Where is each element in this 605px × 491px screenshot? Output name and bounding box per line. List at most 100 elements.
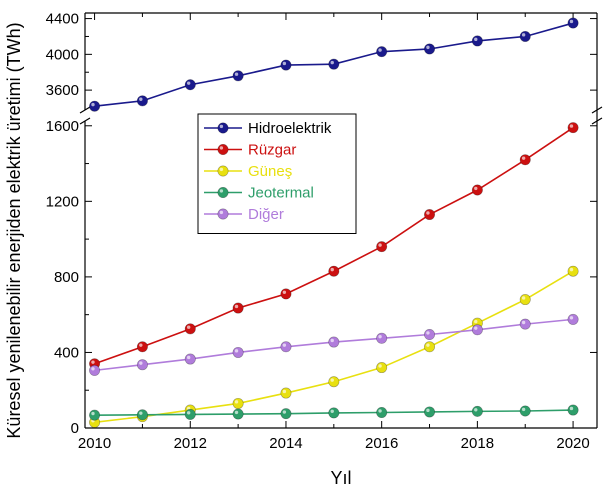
axis-break-mark bbox=[79, 106, 91, 114]
data-point-hidroelektrik bbox=[471, 35, 483, 47]
data-point-diger bbox=[184, 353, 196, 365]
y-tick-label: 4000 bbox=[46, 46, 79, 63]
data-point-highlight bbox=[186, 325, 191, 329]
data-point-highlight bbox=[234, 304, 239, 309]
legend-marker-jeotermal bbox=[217, 187, 229, 199]
data-point-jeotermal bbox=[471, 405, 483, 417]
legend-label-jeotermal: Jeotermal bbox=[248, 185, 314, 202]
data-point-highlight bbox=[378, 409, 382, 413]
data-point-jeotermal bbox=[184, 408, 196, 420]
series-layer bbox=[89, 17, 579, 428]
axis-break-mark bbox=[591, 106, 603, 114]
data-point-jeotermal bbox=[328, 407, 340, 419]
data-point-highlight bbox=[378, 364, 382, 368]
data-point-highlight bbox=[474, 319, 478, 324]
data-point-diger bbox=[471, 324, 483, 336]
data-point-jeotermal bbox=[89, 409, 101, 421]
data-point-diger bbox=[424, 328, 436, 340]
data-point-highlight bbox=[234, 410, 239, 415]
data-point-highlight bbox=[569, 316, 574, 320]
data-point-highlight bbox=[474, 408, 478, 412]
data-point-jeotermal bbox=[424, 406, 436, 418]
y-axis-title: Küresel yenilenebilir enerjiden elektrik… bbox=[4, 22, 24, 438]
y-tick-label: 400 bbox=[54, 344, 79, 361]
data-point-highlight bbox=[521, 296, 526, 300]
data-point-jeotermal bbox=[519, 405, 531, 417]
x-tick-label: 2018 bbox=[461, 435, 494, 452]
data-point-highlight bbox=[426, 331, 430, 335]
data-point-highlight bbox=[330, 409, 334, 413]
data-point-jeotermal bbox=[567, 404, 579, 416]
data-point-jeotermal bbox=[136, 409, 148, 421]
legend-marker-gunes bbox=[217, 165, 229, 177]
y-tick-label: 800 bbox=[54, 269, 79, 286]
data-point-highlight bbox=[139, 361, 143, 365]
data-point-diger bbox=[328, 336, 340, 348]
data-point-gunes bbox=[328, 376, 340, 388]
data-point-highlight bbox=[91, 367, 95, 371]
data-point-hidroelektrik bbox=[280, 59, 292, 71]
legend-label-hidroelektrik: Hidroelektrik bbox=[248, 120, 332, 137]
data-point-jeotermal bbox=[232, 408, 244, 420]
data-point-hidroelektrik bbox=[89, 100, 101, 112]
data-point-highlight bbox=[426, 211, 430, 215]
data-point-highlight bbox=[186, 81, 191, 85]
data-point-highlight bbox=[569, 267, 574, 272]
data-point-ruzgar bbox=[328, 265, 340, 277]
y-tick-label: 1600 bbox=[46, 118, 79, 135]
data-point-ruzgar bbox=[471, 184, 483, 196]
data-point-hidroelektrik bbox=[567, 17, 579, 29]
data-point-highlight bbox=[569, 406, 574, 411]
data-point-highlight bbox=[330, 378, 334, 382]
data-point-ruzgar bbox=[519, 154, 531, 166]
data-point-hidroelektrik bbox=[232, 70, 244, 82]
data-point-ruzgar bbox=[280, 288, 292, 300]
axis-break-mark bbox=[591, 117, 603, 125]
data-point-highlight bbox=[91, 411, 95, 416]
x-tick-label: 2016 bbox=[365, 435, 398, 452]
data-point-highlight bbox=[521, 320, 526, 325]
data-point-highlight bbox=[426, 343, 430, 347]
legend-marker-highlight bbox=[219, 167, 224, 172]
data-point-jeotermal bbox=[280, 408, 292, 420]
axes: 2010 2012 2014 2016 2018 2020 0 400 800 1200 1600 3… bbox=[46, 11, 603, 452]
data-point-hidroelektrik bbox=[424, 43, 436, 55]
legend-label-gunes: Güneş bbox=[248, 163, 292, 180]
y-tick-label: 1200 bbox=[46, 193, 79, 210]
data-point-gunes bbox=[424, 341, 436, 353]
legend-marker-highlight bbox=[219, 189, 224, 193]
data-point-diger bbox=[89, 364, 101, 376]
data-point-highlight bbox=[139, 411, 143, 415]
data-point-gunes bbox=[280, 387, 292, 399]
data-point-hidroelektrik bbox=[136, 95, 148, 107]
data-point-hidroelektrik bbox=[519, 30, 531, 42]
data-point-highlight bbox=[378, 243, 382, 247]
data-point-highlight bbox=[234, 349, 239, 353]
data-point-highlight bbox=[282, 410, 287, 414]
data-point-gunes bbox=[376, 362, 388, 374]
data-point-highlight bbox=[91, 102, 95, 107]
data-point-highlight bbox=[234, 72, 239, 76]
legend-label-ruzgar: Rüzgar bbox=[248, 142, 296, 159]
data-point-highlight bbox=[330, 338, 334, 343]
data-point-highlight bbox=[521, 156, 526, 160]
data-point-highlight bbox=[474, 326, 478, 330]
x-axis-title: Yıl bbox=[330, 468, 351, 488]
data-point-highlight bbox=[330, 267, 334, 272]
data-point-ruzgar bbox=[136, 341, 148, 353]
y-tick-label: 4400 bbox=[46, 11, 79, 28]
data-point-highlight bbox=[569, 124, 574, 128]
data-point-diger bbox=[519, 318, 531, 330]
data-point-diger bbox=[232, 346, 244, 358]
y-tick-label: 3600 bbox=[46, 82, 79, 99]
data-point-highlight bbox=[282, 61, 287, 66]
legend-marker-highlight bbox=[219, 146, 224, 150]
data-point-ruzgar bbox=[376, 241, 388, 253]
x-tick-label: 2010 bbox=[78, 435, 111, 452]
data-point-highlight bbox=[378, 334, 382, 339]
data-point-ruzgar bbox=[232, 302, 244, 314]
data-point-ruzgar bbox=[184, 323, 196, 335]
y-tick-label: 0 bbox=[71, 420, 79, 437]
data-point-highlight bbox=[282, 343, 287, 347]
x-tick-label: 2014 bbox=[269, 435, 302, 452]
